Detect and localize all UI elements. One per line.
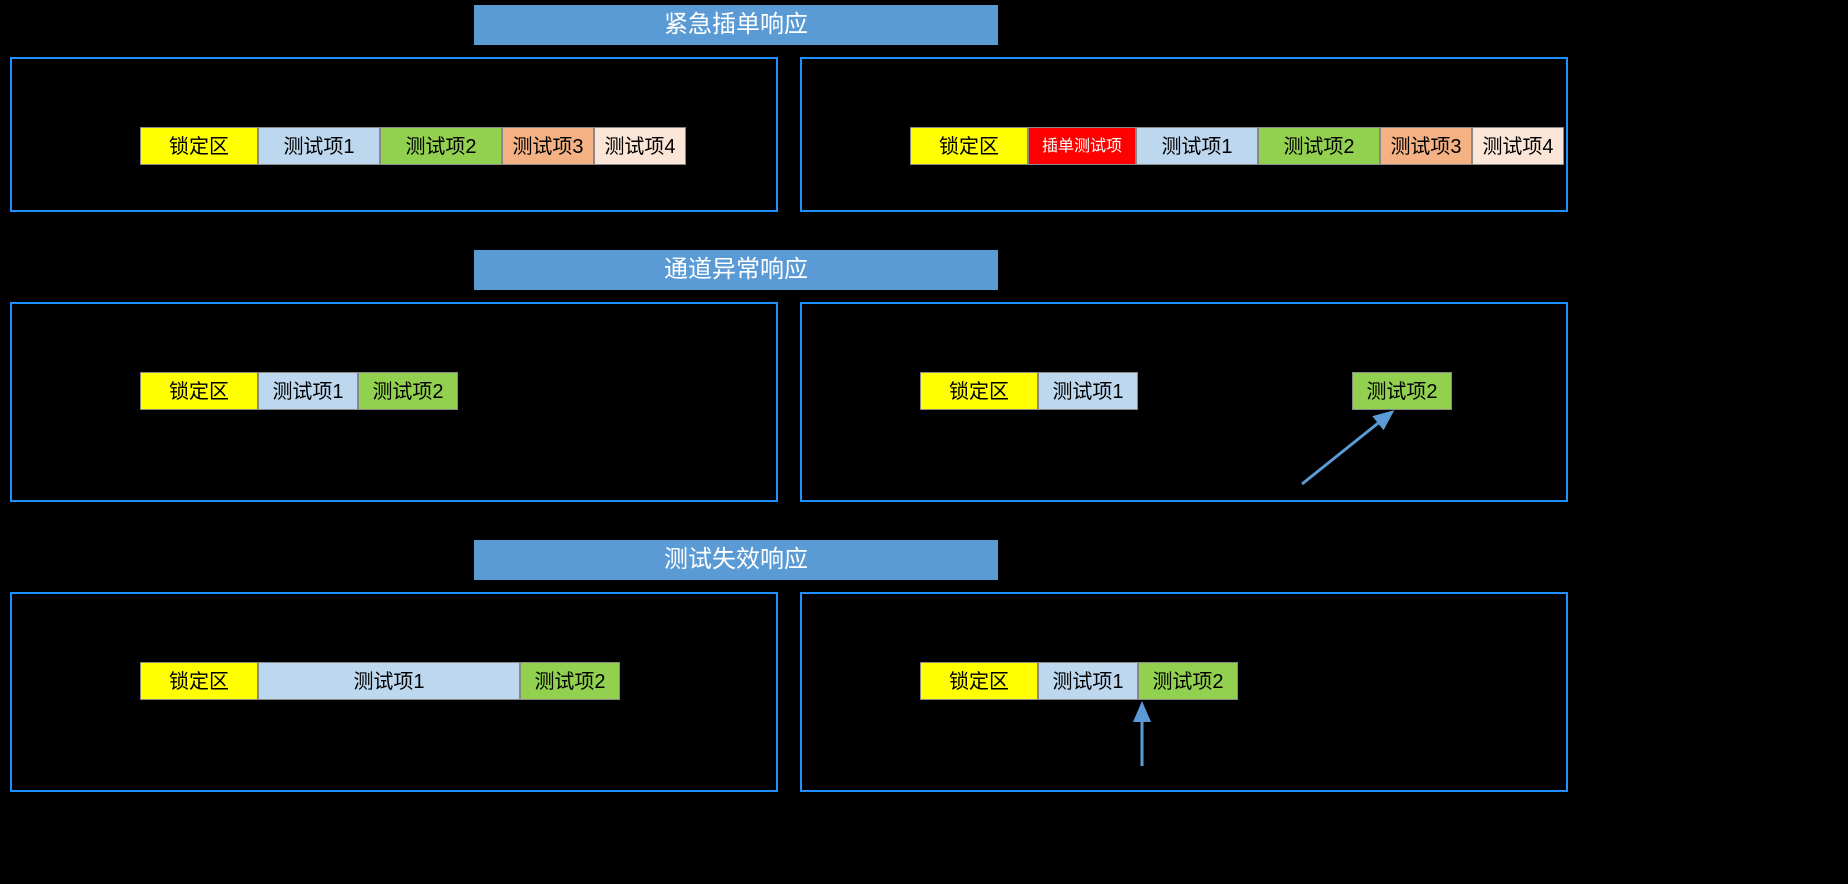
- block-lock: 锁定区: [920, 372, 1038, 410]
- block-t1: 测试项1: [258, 372, 358, 410]
- block-t1: 测试项1: [1038, 372, 1138, 410]
- panel: 锁定区测试项1测试项2测试项3测试项4: [10, 57, 778, 212]
- block-t4: 测试项4: [594, 127, 686, 165]
- block-t1: 测试项1: [1136, 127, 1258, 165]
- blocks-row: 锁定区测试项1测试项2: [140, 372, 458, 410]
- block-t2: 测试项2: [1258, 127, 1380, 165]
- panel: 锁定区测试项1 测试项2: [800, 302, 1568, 502]
- blocks-row: 锁定区测试项1测试项2测试项3测试项4: [140, 127, 686, 165]
- block-t1: 测试项1: [258, 127, 380, 165]
- section-title: 通道异常响应: [474, 250, 998, 290]
- block-t3: 测试项3: [1380, 127, 1472, 165]
- block-t2: 测试项2: [520, 662, 620, 700]
- blocks-row: 锁定区插单测试项测试项1测试项2测试项3测试项4: [910, 127, 1564, 165]
- section-title: 测试失效响应: [474, 540, 998, 580]
- block-t4: 测试项4: [1472, 127, 1564, 165]
- section-title: 紧急插单响应: [474, 5, 998, 45]
- block-t2: 测试项2: [1352, 372, 1452, 410]
- block-t3: 测试项3: [502, 127, 594, 165]
- panel: 锁定区插单测试项测试项1测试项2测试项3测试项4: [800, 57, 1568, 212]
- block-t2: 测试项2: [1138, 662, 1238, 700]
- block-t2: 测试项2: [358, 372, 458, 410]
- blocks-row: 锁定区测试项1测试项2: [140, 662, 620, 700]
- block-t1: 测试项1: [1038, 662, 1138, 700]
- block-lock: 锁定区: [140, 662, 258, 700]
- block-lock: 锁定区: [920, 662, 1038, 700]
- block-lock: 锁定区: [140, 372, 258, 410]
- block-t2: 测试项2: [380, 127, 502, 165]
- panel: 锁定区测试项1测试项2: [800, 592, 1568, 792]
- panel: 锁定区测试项1测试项2: [10, 592, 778, 792]
- block-insert: 插单测试项: [1028, 127, 1136, 165]
- block-lock: 锁定区: [910, 127, 1028, 165]
- arrow-icon: [802, 304, 1570, 504]
- block-lock: 锁定区: [140, 127, 258, 165]
- blocks-row: 锁定区测试项1测试项2: [920, 662, 1238, 700]
- blocks-row: 锁定区测试项1: [920, 372, 1138, 410]
- panel: 锁定区测试项1测试项2: [10, 302, 778, 502]
- block-t1: 测试项1: [258, 662, 520, 700]
